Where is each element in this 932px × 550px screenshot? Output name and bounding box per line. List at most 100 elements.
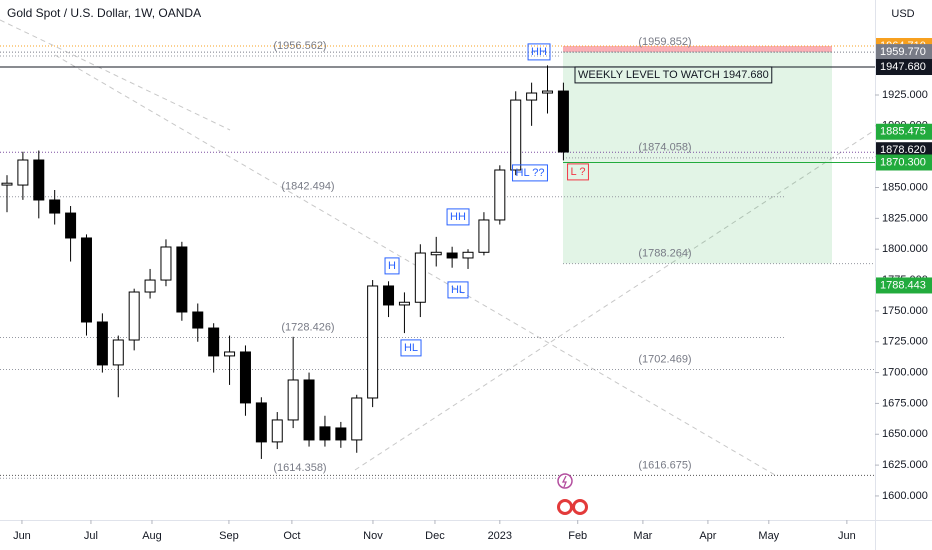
candle-body bbox=[224, 351, 236, 357]
annotation: HH bbox=[531, 46, 547, 58]
x-tick-label: Jun bbox=[838, 530, 856, 542]
x-tick-label: Mar bbox=[633, 530, 652, 542]
x-tick-label: Apr bbox=[699, 530, 716, 542]
annotation-box bbox=[512, 164, 548, 182]
trend-line bbox=[354, 129, 876, 471]
risk-zone bbox=[563, 46, 832, 53]
candle-body bbox=[208, 327, 220, 357]
price-tag-label: 1878.620 bbox=[880, 144, 926, 156]
price-tag bbox=[876, 277, 932, 294]
candle-body bbox=[112, 339, 124, 366]
y-tick-label: 1825.000 bbox=[882, 212, 928, 224]
x-tick-label: Feb bbox=[568, 530, 587, 542]
candle-body bbox=[557, 90, 569, 153]
level-label: (1959.852) bbox=[638, 36, 691, 48]
price-tag bbox=[876, 154, 932, 171]
plot-area: (1956.562) (1959.852)(1874.058)(1842.494)… bbox=[0, 19, 876, 479]
annotation: H bbox=[388, 260, 396, 272]
annotation-box bbox=[446, 208, 470, 226]
candle-body bbox=[239, 351, 251, 404]
price-tag bbox=[876, 59, 932, 76]
candle-body bbox=[176, 246, 188, 313]
candle-body bbox=[1, 182, 13, 186]
annotation-box bbox=[567, 163, 589, 181]
candle-body bbox=[65, 212, 77, 239]
price-tag-label: 1959.770 bbox=[880, 46, 926, 58]
candle-body bbox=[542, 90, 554, 94]
x-tick-label: Oct bbox=[283, 530, 300, 542]
event-icon bbox=[575, 502, 585, 512]
candle-body bbox=[287, 379, 299, 421]
price-tag bbox=[876, 142, 932, 159]
candle-body bbox=[526, 92, 538, 101]
candle-body bbox=[383, 285, 395, 306]
candle-body bbox=[478, 219, 490, 253]
candle-body bbox=[160, 246, 172, 281]
level-label: (1874.058) bbox=[638, 142, 691, 154]
candle-body bbox=[351, 397, 363, 441]
candle-body bbox=[494, 169, 506, 221]
y-tick-label: 1700.000 bbox=[882, 366, 928, 378]
chart-title: Gold Spot / U.S. Dollar, 1W, OANDA bbox=[7, 6, 201, 20]
price-tag-label: 1885.475 bbox=[880, 126, 926, 138]
annotation-box bbox=[527, 43, 551, 61]
annotation-box bbox=[384, 257, 400, 275]
price-tag bbox=[876, 44, 932, 61]
y-tick-label: 1600.000 bbox=[882, 490, 928, 502]
event-icon bbox=[561, 475, 567, 488]
annotation-box bbox=[400, 339, 422, 357]
reward-zone bbox=[563, 52, 832, 264]
candle-body bbox=[510, 99, 522, 171]
annotation-box bbox=[574, 66, 773, 84]
candle-body bbox=[414, 252, 426, 303]
candle-body bbox=[144, 279, 156, 293]
level-label: (1702.469) bbox=[638, 353, 691, 365]
level-label: (1788.264) bbox=[638, 248, 691, 260]
level-label: (1614.358) bbox=[273, 462, 326, 474]
candle-body bbox=[462, 251, 474, 259]
y-tick-label: 1800.000 bbox=[882, 243, 928, 255]
event-icon bbox=[557, 473, 573, 489]
level-label: (1616.675) bbox=[638, 459, 691, 471]
y-tick-label: 1850.000 bbox=[882, 181, 928, 193]
x-tick-label: Dec bbox=[425, 530, 445, 542]
candle-body bbox=[80, 237, 92, 323]
y-tick-label: 1925.000 bbox=[882, 89, 928, 101]
event-icons bbox=[557, 473, 588, 515]
annotation-box bbox=[447, 281, 469, 299]
currency: USD bbox=[891, 8, 914, 20]
candle-body bbox=[192, 311, 204, 329]
candle-body bbox=[446, 252, 458, 259]
annotation: L ? bbox=[571, 166, 586, 178]
candle-body bbox=[49, 199, 61, 214]
annotation: HL bbox=[451, 284, 465, 296]
y-tick-label: 1650.000 bbox=[882, 428, 928, 440]
candle-body bbox=[255, 402, 267, 443]
y-tick-label: 1625.000 bbox=[882, 459, 928, 471]
candle-body bbox=[33, 159, 45, 201]
candle-body bbox=[303, 379, 315, 441]
x-tick-label: Jun bbox=[13, 530, 31, 542]
level-label: (1728.426) bbox=[281, 321, 334, 333]
price-tag-label: 1947.680 bbox=[880, 61, 926, 73]
candle-body bbox=[335, 427, 347, 441]
x-tick-label: Sep bbox=[219, 530, 239, 542]
price-tag-label: 1870.300 bbox=[880, 156, 926, 168]
event-icon bbox=[560, 502, 570, 512]
candle-body bbox=[367, 285, 379, 399]
candle-body bbox=[398, 301, 410, 306]
candle-body bbox=[319, 426, 331, 441]
price-tag-label: 1788.443 bbox=[880, 279, 926, 291]
x-tick-label: 2023 bbox=[488, 530, 512, 542]
annotation: HL ?? bbox=[516, 167, 545, 179]
x-tick-label: May bbox=[758, 530, 779, 542]
candle-body bbox=[17, 159, 29, 186]
level-label: (1842.494) bbox=[281, 181, 334, 193]
trend-line bbox=[0, 19, 231, 131]
price-tag bbox=[876, 123, 932, 140]
y-tick-label: 1750.000 bbox=[882, 305, 928, 317]
y-tick-label: 1675.000 bbox=[882, 397, 928, 409]
